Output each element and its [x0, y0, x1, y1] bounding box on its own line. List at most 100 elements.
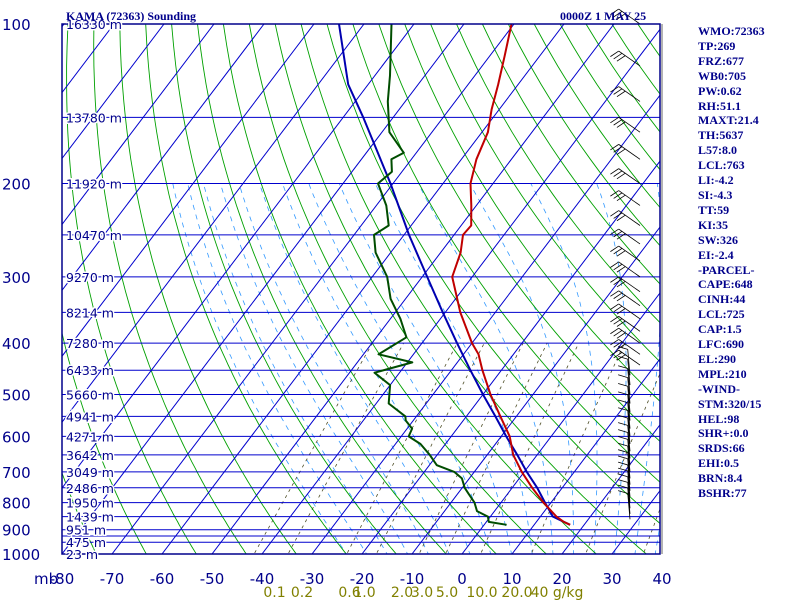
- wind-barb-feather: [616, 343, 626, 350]
- index-item: EHI:0.5: [698, 456, 740, 471]
- wind-barb-shaft: [618, 276, 641, 293]
- x-tick-label: -80: [50, 570, 75, 588]
- isotherm-line: [62, 24, 365, 423]
- wind-barb: [618, 484, 631, 514]
- moist-adiabat-line: [203, 183, 388, 554]
- wind-barb-feather: [618, 383, 628, 387]
- wind-barb-shaft: [627, 432, 631, 459]
- index-item: CAPE:648: [698, 277, 753, 292]
- dry-adiabat-line: [119, 24, 297, 554]
- wind-barb-feather: [613, 292, 623, 299]
- temperature-profile: [451, 24, 571, 526]
- wind-barb-feather: [610, 86, 619, 93]
- mixing-ratio-line: [253, 342, 373, 554]
- indices-panel: WMO:72363 TP:269 FRZ:677 WB0:705 PW:0.62 RH:5…: [698, 24, 765, 501]
- wind-barb: [610, 50, 641, 67]
- mixing-ratio-label: 1.0: [353, 585, 375, 600]
- wind-barb-feather: [618, 365, 628, 369]
- mixing-ratio-label: 2.0: [391, 585, 413, 600]
- wind-barb-feather: [610, 144, 619, 151]
- height-label: 5660 m: [66, 387, 114, 402]
- isotherm-line: [411, 226, 660, 554]
- wind-barb-shaft: [618, 303, 641, 320]
- wind-barb: [618, 355, 631, 386]
- moist-adiabat-line: [654, 522, 660, 554]
- isotherm-line: [511, 358, 660, 554]
- index-item: BRN:8.4: [698, 471, 743, 486]
- wind-barb-feather: [610, 116, 619, 124]
- dry-adiabat-line: [507, 24, 660, 247]
- wind-barb-shaft: [627, 386, 631, 413]
- isotherm-line: [62, 24, 465, 554]
- dry-adiabat-line: [300, 24, 647, 554]
- wind-barb-feather: [610, 349, 619, 357]
- wind-barb-feather: [616, 90, 626, 98]
- x-tick-label: -20: [350, 570, 375, 588]
- wind-barb-shaft: [618, 316, 641, 332]
- moist-adiabat-line: [417, 183, 554, 554]
- index-item: MAXT:21.4: [698, 113, 759, 128]
- wind-barb: [610, 316, 641, 332]
- mixing-ratio-label: 5.0: [436, 585, 458, 600]
- wind-barb: [618, 467, 631, 497]
- wind-barb-feather: [613, 11, 623, 18]
- mixing-ratio-line: [445, 342, 548, 554]
- index-item: BSHR:77: [698, 486, 747, 501]
- wind-barb: [618, 442, 631, 472]
- wind-barb-feather: [616, 266, 626, 273]
- moist-adiabat-line: [469, 183, 574, 554]
- dry-adiabat-line: [171, 24, 397, 554]
- wind-barb: [610, 290, 641, 307]
- height-label: 3049 m: [66, 465, 114, 480]
- wind-barb-feather: [616, 121, 626, 128]
- wind-barb-feather: [618, 399, 628, 404]
- wind-barb: [618, 490, 631, 520]
- wind-barb-feather: [618, 355, 628, 360]
- dry-adiabat-line: [378, 24, 660, 443]
- wind-barb-shaft: [627, 418, 631, 445]
- wind-barb: [610, 339, 641, 355]
- wind-barb-feather: [618, 429, 628, 433]
- wind-barb-shaft: [627, 487, 631, 514]
- x-unit-label: mb: [34, 570, 58, 588]
- wind-barb-feather: [616, 194, 626, 202]
- wind-barb-feather: [618, 414, 628, 419]
- wind-barb: [618, 429, 631, 459]
- height-label: 16330 m: [66, 17, 122, 32]
- index-item: LI:-4.2: [698, 173, 734, 188]
- mixing-ratio-label: 20.0: [501, 585, 532, 600]
- wind-barb-feather: [613, 212, 623, 219]
- index-item: STM:320/15: [698, 396, 762, 411]
- index-item: -WIND-: [698, 381, 740, 396]
- parcel-profile: [338, 24, 571, 526]
- isotherm-line: [762, 24, 800, 554]
- wind-barb: [618, 346, 631, 376]
- height-label: 1439 m: [66, 510, 114, 525]
- wind-barb-feather: [616, 214, 626, 222]
- wind-barb-feather: [618, 461, 628, 466]
- wind-barb-feather: [610, 327, 619, 335]
- isotherm-line: [62, 24, 215, 226]
- wind-barb-feather: [616, 320, 626, 327]
- wind-barb: [610, 327, 641, 344]
- x-tick-label: -70: [100, 570, 125, 588]
- dry-adiabat-line: [352, 24, 660, 483]
- index-item: SW:326: [698, 232, 739, 247]
- isotherm-line: [161, 24, 565, 554]
- index-item: CAP:1.5: [698, 322, 742, 337]
- wind-barb-shaft: [618, 210, 641, 226]
- isotherm-line: [261, 28, 660, 554]
- height-label: 1950 m: [66, 496, 114, 511]
- wind-barb-feather: [610, 210, 619, 217]
- wind-barb-shaft: [627, 402, 631, 429]
- wind-barb: [618, 383, 631, 413]
- wind-barb: [610, 303, 641, 320]
- wind-barb-feather: [613, 230, 623, 238]
- wind-barb-feather: [618, 455, 628, 460]
- wind-barb-shaft: [627, 377, 631, 404]
- wind-barb: [618, 422, 631, 452]
- isotherm-line: [211, 24, 615, 554]
- dry-adiabat-line: [404, 24, 660, 402]
- moist-adiabat-line: [282, 183, 471, 554]
- x-tick-label: -10: [400, 570, 425, 588]
